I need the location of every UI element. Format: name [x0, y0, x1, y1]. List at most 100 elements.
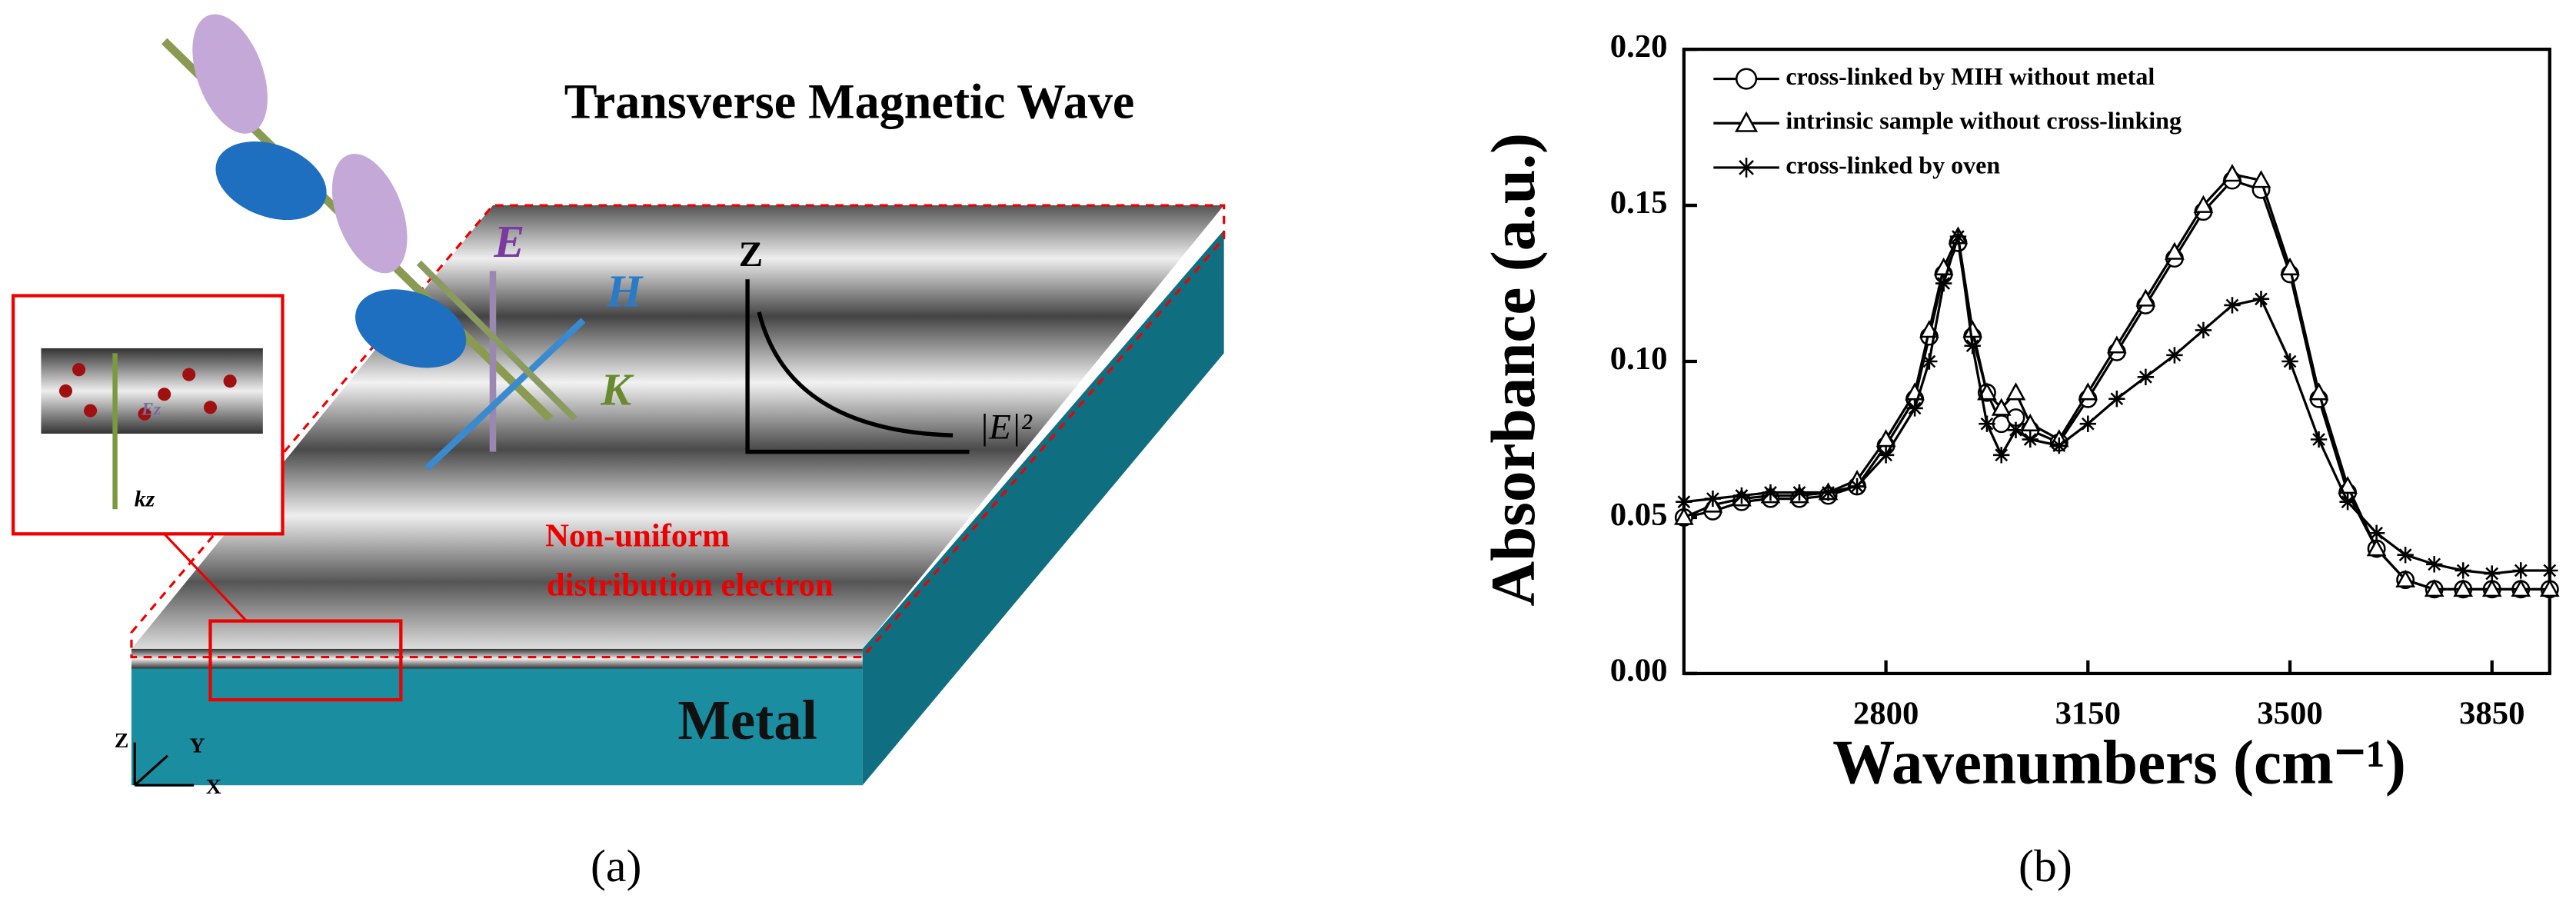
inset-label: kz	[135, 486, 155, 511]
data-point	[1762, 484, 1779, 501]
data-point	[2079, 415, 2096, 432]
y-tick-label: 0.00	[1610, 653, 1668, 689]
data-point	[2252, 291, 2270, 308]
data-point	[2166, 347, 2183, 364]
data-point	[2222, 164, 2242, 182]
series-line	[1683, 178, 2550, 591]
data-point	[1993, 447, 2010, 464]
y-tick-label: 0.10	[1610, 341, 1668, 377]
data-point	[2338, 476, 2358, 494]
material-label: Metal	[677, 689, 817, 751]
metal-front	[131, 665, 863, 786]
data-point	[2224, 297, 2241, 314]
y-tick-label: 0.15	[1610, 185, 1668, 221]
coord-label: Y	[189, 734, 205, 757]
data-point	[2195, 321, 2212, 339]
legend-marker	[1736, 158, 1756, 178]
legend-marker	[1735, 68, 1758, 90]
coord-label: X	[206, 775, 221, 799]
metal-side	[862, 230, 1224, 786]
data-point	[2281, 353, 2298, 370]
data-point	[2165, 241, 2185, 260]
data-point	[1704, 490, 1722, 507]
k-arrow	[416, 260, 577, 421]
h-arrow	[424, 318, 586, 471]
inset-rod	[41, 348, 263, 434]
data-point	[2108, 391, 2125, 408]
data-point	[2020, 413, 2041, 432]
data-point	[1877, 447, 1895, 464]
data-point	[2541, 562, 2558, 579]
data-point	[2022, 431, 2039, 448]
data-point	[2051, 437, 2068, 454]
dashed-outline	[130, 204, 1226, 659]
data-point	[2481, 579, 2502, 597]
data-point	[2106, 335, 2127, 354]
data-point	[1676, 494, 1692, 511]
data-point	[2512, 562, 2529, 579]
annotation: distribution electron	[547, 567, 834, 604]
data-point	[2005, 382, 2026, 401]
data-point	[2078, 382, 2098, 401]
data-point	[2425, 556, 2443, 573]
data-point	[1849, 477, 1865, 495]
series-line	[1683, 172, 2550, 591]
graph-axis-label: |E|²	[979, 408, 1033, 448]
data-point	[1921, 353, 1938, 370]
x-axis-label: Wavenumbers (cm⁻¹)	[1832, 727, 2406, 797]
annotation: Non-uniform	[545, 518, 730, 554]
data-point	[1791, 484, 1808, 501]
data-point	[2308, 382, 2329, 401]
data-point	[1819, 484, 1837, 501]
data-point	[2511, 579, 2531, 597]
data-point	[2539, 579, 2560, 597]
graph-axes	[745, 279, 970, 454]
data-point	[2280, 257, 2300, 276]
data-point	[1875, 429, 1896, 448]
data-point	[2193, 195, 2214, 213]
graph-axis-label: Z	[739, 235, 763, 274]
legend-label: cross-linked by oven	[1786, 151, 2000, 178]
x-tick-label: 3500	[2257, 695, 2322, 731]
zoom-box	[208, 619, 403, 702]
x-tick-label: 2800	[1853, 695, 1919, 731]
data-point	[1906, 400, 1923, 417]
data-point	[2484, 565, 2501, 582]
field-label: H	[606, 265, 644, 316]
data-point	[1991, 398, 2012, 416]
legend-marker	[1735, 111, 1759, 132]
data-point	[2339, 494, 2356, 511]
y-tick-label: 0.20	[1610, 28, 1668, 65]
plot-frame	[1682, 47, 2551, 676]
data-point	[2251, 170, 2271, 188]
data-point	[2395, 569, 2416, 587]
data-point	[2137, 368, 2155, 385]
data-point	[2397, 547, 2414, 564]
data-point	[1674, 507, 1694, 525]
data-point	[2007, 421, 2025, 439]
data-point	[1949, 228, 1967, 245]
data-point	[1935, 274, 1952, 292]
coord-label: Z	[115, 729, 129, 753]
inset-label: Ez	[141, 400, 161, 420]
x-tick-label: 3150	[2055, 695, 2121, 731]
caption: (b)	[2019, 840, 2072, 891]
data-point	[2424, 579, 2445, 597]
surface-edge	[131, 648, 863, 669]
decay-curve	[757, 311, 954, 438]
legend-label: cross-linked by MIH without metal	[1786, 62, 2155, 90]
field-label: E	[493, 216, 524, 267]
diagram-title: Transverse Magnetic Wave	[564, 75, 1135, 129]
data-point	[1964, 338, 1981, 354]
data-point	[1733, 487, 1750, 504]
wave-lobes	[192, 14, 467, 368]
legend-label: intrinsic sample without cross-linking	[1786, 107, 2182, 135]
y-tick-label: 0.05	[1610, 497, 1668, 533]
y-axis-label: Absorbance (a.u.)	[1479, 133, 1548, 607]
zoom-line	[163, 533, 248, 622]
data-point	[2455, 562, 2471, 579]
x-tick-label: 3850	[2459, 695, 2524, 731]
data-point	[2135, 288, 2156, 307]
